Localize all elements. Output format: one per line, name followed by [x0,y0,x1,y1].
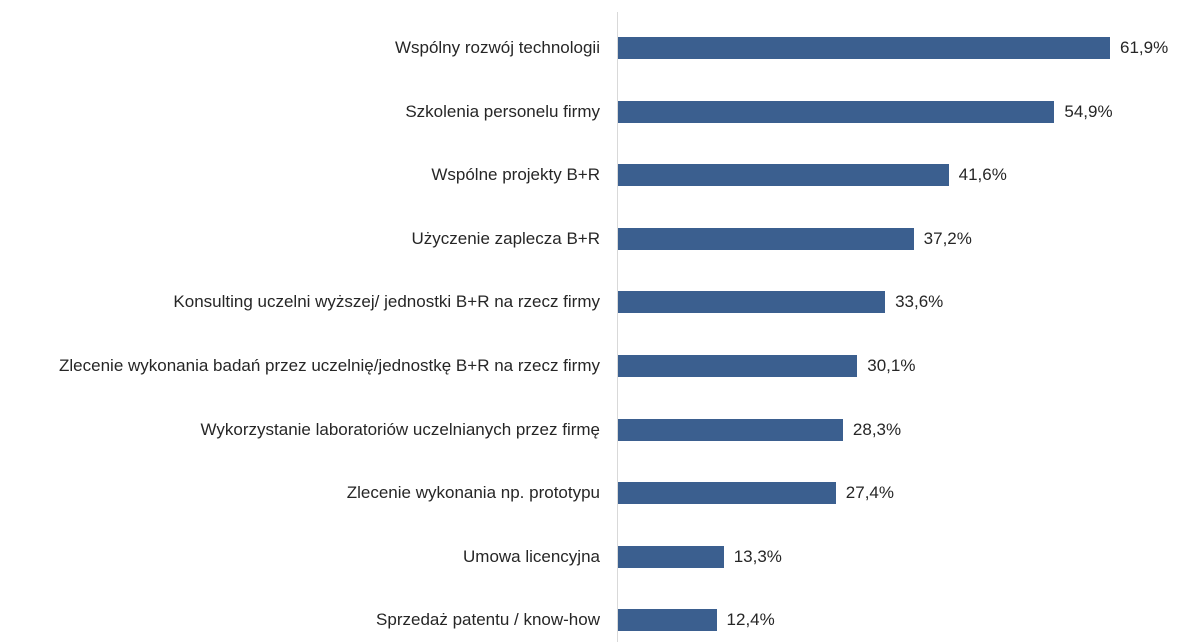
bar [618,482,836,505]
bar [618,418,843,441]
value-label: 61,9% [1120,38,1169,57]
bar [618,37,1110,59]
bar [618,291,886,314]
bar [618,227,914,250]
bar [618,100,1055,123]
value-label: 41,6% [958,165,1007,185]
bar [618,609,717,632]
value-label: 28,3% [852,419,902,439]
value-label: 30,1% [867,356,916,375]
value-label: 13,3% [733,546,782,566]
category-label: Konsulting uczelni wyższej/ jednostki B+… [173,292,600,312]
category-label: Wspólny rozwój technologii [394,38,600,57]
bar [618,355,858,377]
bar [618,545,724,568]
bar [618,164,949,187]
value-label: 33,6% [895,292,944,312]
category-label: Szkolenia personelu firmy [405,101,600,121]
value-label: 37,2% [923,228,972,248]
value-label: 54,9% [1064,101,1113,121]
category-label: Sprzedaż patentu / know-how [376,610,600,630]
value-label: 27,4% [845,483,894,503]
category-label: Wykorzystanie laboratoriów uczelnianych … [200,419,601,439]
category-label: Zlecenie wykonania badań przez uczelnię/… [59,356,600,375]
category-axis [617,12,618,642]
category-label: Umowa licencyjna [463,546,600,566]
value-label: 12,4% [726,610,775,630]
category-label: Użyczenie zaplecza B+R [411,228,600,248]
category-label: Wspólne projekty B+R [431,165,600,185]
category-label: Zlecenie wykonania np. prototypu [346,483,600,503]
